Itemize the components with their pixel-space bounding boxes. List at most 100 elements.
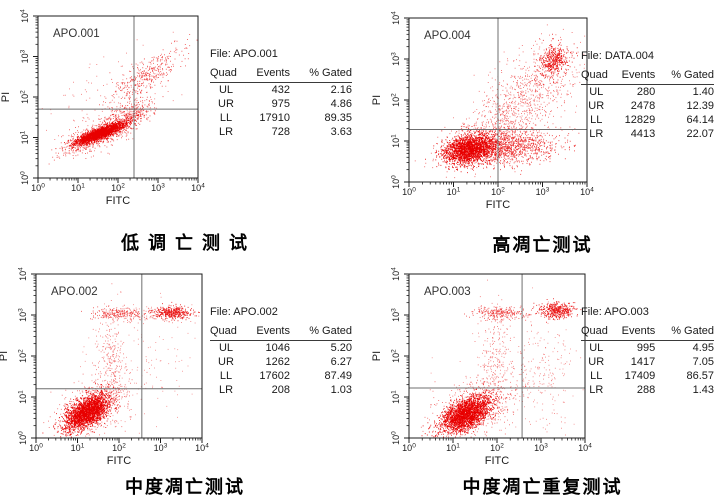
quad-stats-table-apo003: File: APO.003 Quad Events% Gated UL 995 4.95 U… xyxy=(581,306,714,397)
y-axis-tick-label: 100 xyxy=(391,431,402,445)
scatter-dots xyxy=(471,24,586,178)
x-axis-tick-label: 101 xyxy=(446,443,460,454)
stats-cell: 17409 xyxy=(624,370,656,382)
stats-cell: 3.63 xyxy=(330,126,352,138)
stats-cell: 12.39 xyxy=(686,100,714,112)
stats-header: Quad xyxy=(210,325,242,341)
y-axis-tick-label: 104 xyxy=(18,267,29,281)
stats-row: LL 17602 87.49 xyxy=(210,369,352,383)
y-axis-title: PI xyxy=(371,351,383,361)
stats-cell: LL xyxy=(590,370,603,382)
scatter-dots xyxy=(534,33,578,86)
stats-cell: UL xyxy=(218,342,234,354)
panel-caption-medium-apoptosis-repeat: 中度凋亡重复测试 xyxy=(462,477,623,497)
x-axis-title: FITC xyxy=(106,195,130,207)
plot-id-label: APO.001 xyxy=(53,28,100,40)
x-axis-tick-label: 102 xyxy=(111,183,125,194)
scatter-dots xyxy=(435,120,580,175)
stats-cell: 280 xyxy=(636,86,656,98)
y-axis-tick-label: 102 xyxy=(391,93,402,107)
y-axis-title: PI xyxy=(0,92,12,102)
stats-header: Events xyxy=(611,325,656,341)
stats-row: UL 280 1.40 xyxy=(581,85,714,100)
y-axis-tick-label: 101 xyxy=(20,130,31,144)
panel-caption-low-apoptosis: 低 调 亡 测 试 xyxy=(120,233,249,253)
y-axis-tick-label: 101 xyxy=(391,134,402,148)
x-axis-title: FITC xyxy=(107,455,131,467)
stats-header: % Gated xyxy=(655,69,714,85)
x-axis-tick-label: 100 xyxy=(402,187,416,198)
stats-row: UR 1417 7.05 xyxy=(581,355,714,369)
x-axis-tick-label: 101 xyxy=(71,443,85,454)
scatter-dots xyxy=(92,304,200,325)
stats-cell: 4.86 xyxy=(330,98,352,110)
stats-row: LL 17409 86.57 xyxy=(581,369,714,383)
stats-cell: LL xyxy=(219,112,233,124)
scatter-dots xyxy=(111,92,164,134)
y-axis-title: PI xyxy=(0,351,10,361)
file-label: File: APO.003 xyxy=(581,306,649,318)
x-axis-title: FITC xyxy=(485,455,509,467)
scatter-dots xyxy=(425,124,519,174)
scatter-dots xyxy=(517,316,584,436)
x-axis-tick-label: 104 xyxy=(578,443,592,454)
x-axis-tick-label: 103 xyxy=(151,183,165,194)
y-axis-tick-label: 100 xyxy=(20,171,31,185)
x-axis-tick-label: 101 xyxy=(71,183,85,194)
file-label: File: DATA.004 xyxy=(581,50,654,62)
x-axis-tick-label: 100 xyxy=(31,183,45,194)
scatter-dots xyxy=(414,105,549,179)
y-axis-tick-label: 102 xyxy=(18,349,29,363)
stats-header: Quad xyxy=(210,67,242,83)
y-axis-tick-label: 103 xyxy=(18,308,29,322)
stats-header: % Gated xyxy=(290,325,352,341)
scatter-dots xyxy=(464,305,542,322)
quad-stats-table-apo001: File: APO.001 Quad Events% Gated UL 432 2.16 U… xyxy=(210,48,352,139)
stats-cell: 7.05 xyxy=(692,356,714,368)
stats-cell: UR xyxy=(588,356,605,368)
scatter-dots xyxy=(420,364,529,438)
panel-caption-medium-apoptosis: 中度凋亡测试 xyxy=(125,477,245,497)
stats-row: LR 728 3.63 xyxy=(210,125,352,139)
stats-cell: 2478 xyxy=(630,100,656,112)
stats-row: UL 432 2.16 xyxy=(210,83,352,98)
y-axis-tick-label: 104 xyxy=(20,9,31,23)
stats-cell: 12829 xyxy=(624,114,656,126)
scatter-dots xyxy=(43,356,148,437)
stats-cell: 208 xyxy=(271,384,290,396)
stats-header: Events xyxy=(611,69,656,85)
stats-cell: LL xyxy=(219,370,233,382)
stats-table: Quad Events% Gated UL 1046 5.20 UR 1262 6.27 LL 1… xyxy=(210,325,352,397)
plot-id-label: APO.002 xyxy=(51,286,98,298)
stats-cell: 64.14 xyxy=(686,114,714,126)
x-axis-tick-label: 104 xyxy=(580,187,594,198)
scatter-dots xyxy=(76,291,196,434)
x-axis-tick-label: 104 xyxy=(195,443,209,454)
stats-cell: UR xyxy=(218,356,234,368)
x-axis-tick-label: 102 xyxy=(112,443,126,454)
stats-row: LR 208 1.03 xyxy=(210,383,352,397)
stats-row: LR 4413 22.07 xyxy=(581,127,714,141)
y-axis-tick-label: 100 xyxy=(391,175,402,189)
stats-row: UR 1262 6.27 xyxy=(210,355,352,369)
plot-id-label: APO.004 xyxy=(424,30,471,42)
y-axis-tick-label: 103 xyxy=(20,49,31,63)
x-axis-title: FITC xyxy=(486,199,510,211)
stats-row: UR 975 4.86 xyxy=(210,97,352,111)
stats-cell: 17602 xyxy=(259,370,290,382)
x-axis-tick-label: 103 xyxy=(534,443,548,454)
y-axis-tick-label: 103 xyxy=(391,308,402,322)
stats-cell: LR xyxy=(218,384,234,396)
y-axis-tick-label: 102 xyxy=(20,90,31,104)
stats-cell: 1.03 xyxy=(330,384,352,396)
stats-cell: 17910 xyxy=(259,112,290,124)
stats-cell: 1.40 xyxy=(692,86,714,98)
stats-cell: 87.49 xyxy=(324,370,352,382)
y-axis-tick-label: 103 xyxy=(391,52,402,66)
stats-table: Quad Events% Gated UL 432 2.16 UR 975 4.86 LL 179… xyxy=(210,67,352,139)
x-axis-tick-label: 103 xyxy=(536,187,550,198)
stats-cell: 89.35 xyxy=(324,112,352,124)
stats-cell: 1262 xyxy=(265,356,290,368)
y-axis-tick-label: 101 xyxy=(18,390,29,404)
stats-row: UL 1046 5.20 xyxy=(210,341,352,356)
